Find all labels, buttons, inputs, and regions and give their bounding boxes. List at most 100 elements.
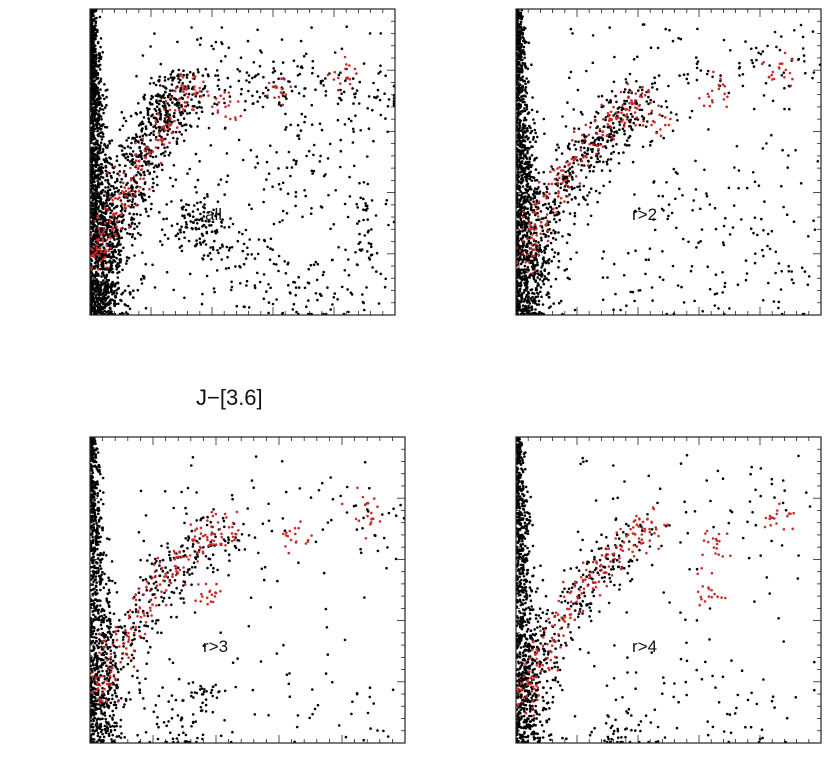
source-point [266, 245, 269, 249]
source-point [311, 172, 314, 175]
selected-point [138, 159, 141, 163]
source-point [152, 166, 156, 169]
source-point [583, 146, 586, 150]
selected-point [154, 146, 158, 149]
source-point [543, 268, 547, 271]
source-point [522, 300, 526, 303]
source-point [518, 83, 522, 86]
source-point [254, 74, 258, 77]
source-point [522, 256, 526, 260]
source-point [177, 68, 181, 72]
source-point [529, 126, 532, 130]
source-point [599, 155, 602, 158]
source-point [359, 129, 363, 132]
selected-point [99, 259, 103, 263]
source-point [544, 261, 547, 264]
source-point [384, 277, 388, 281]
source-point [243, 108, 247, 112]
source-point [162, 85, 165, 88]
source-point [215, 212, 218, 215]
source-point [96, 154, 99, 158]
source-point [146, 113, 150, 116]
source-point [321, 273, 325, 277]
source-point [525, 299, 528, 303]
source-point [540, 266, 543, 269]
source-point [517, 221, 521, 224]
source-point [195, 218, 199, 221]
source-point [163, 96, 166, 100]
source-point [281, 61, 285, 64]
selected-point [90, 266, 93, 269]
source-point [547, 235, 550, 238]
source-point [297, 92, 301, 95]
source-point [154, 83, 158, 87]
source-point [116, 262, 120, 265]
source-point [131, 198, 135, 201]
source-point [98, 103, 101, 107]
source-point [164, 120, 167, 123]
source-point [620, 108, 624, 112]
source-point [602, 160, 605, 164]
source-point [359, 249, 363, 252]
source-point [554, 277, 558, 281]
source-point [246, 39, 250, 43]
source-point [568, 171, 571, 175]
source-point [374, 214, 378, 217]
selected-point [97, 237, 100, 241]
source-point [90, 196, 93, 199]
source-point [264, 86, 268, 89]
selected-point [119, 227, 123, 230]
source-point [347, 117, 351, 121]
source-point [92, 14, 95, 18]
source-point [547, 202, 551, 205]
source-point [189, 125, 193, 128]
source-point [526, 235, 529, 238]
source-point [108, 225, 111, 228]
selected-point [168, 141, 171, 145]
source-point [622, 113, 625, 117]
source-point [516, 168, 520, 171]
source-point [195, 227, 198, 231]
source-point [367, 127, 371, 130]
source-point [369, 254, 373, 257]
source-point [545, 206, 549, 210]
source-point [93, 156, 96, 159]
source-point [211, 246, 215, 249]
source-point [129, 291, 132, 294]
source-point [112, 291, 116, 294]
selected-point [148, 151, 152, 154]
source-point [319, 154, 322, 158]
selected-point [345, 63, 348, 66]
source-point [133, 222, 137, 226]
source-point [517, 233, 520, 236]
source-point [534, 205, 538, 208]
source-point [179, 122, 182, 126]
source-point [92, 292, 96, 296]
source-point [311, 59, 315, 63]
source-point [582, 184, 586, 188]
source-point [354, 114, 357, 117]
source-point [95, 139, 99, 142]
source-point [536, 295, 540, 298]
source-point [534, 252, 538, 255]
source-point [579, 146, 583, 149]
source-point [342, 90, 346, 94]
source-point [522, 97, 525, 101]
source-point [554, 191, 557, 195]
source-point [157, 102, 161, 106]
source-point [523, 297, 527, 301]
source-point [536, 187, 539, 191]
source-point [539, 286, 543, 289]
source-point [546, 259, 549, 263]
source-point [678, 74, 681, 77]
source-point [521, 246, 524, 249]
source-point [285, 212, 289, 215]
selected-point [154, 120, 158, 123]
source-point [169, 120, 172, 123]
source-point [198, 237, 202, 240]
source-point [93, 201, 97, 205]
source-point [241, 158, 245, 162]
source-point [114, 229, 117, 233]
scatter-panel-all: all [89, 8, 396, 316]
source-point [588, 169, 592, 173]
